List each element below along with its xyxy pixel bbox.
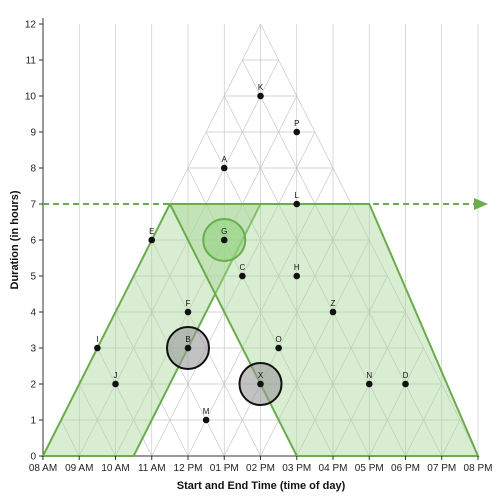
point-c [239,272,246,280]
point-label-z: Z [331,299,336,308]
x-tick-label: 12 PM [174,463,203,474]
point-label-e: E [149,227,154,236]
y-tick-label: 12 [25,20,37,31]
y-axis-title: Duration (in hours) [9,190,21,289]
point-x [257,380,264,388]
point-d [402,380,409,388]
x-tick-label: 11 AM [138,463,166,474]
x-tick-label: 03 PM [282,463,311,474]
grid-diagonal-up [151,131,316,457]
point-i [94,344,101,352]
point-label-j: J [114,371,118,380]
reference-arrow-head [474,198,488,210]
point-j [112,380,119,388]
grid-diagonal-up [441,419,461,457]
point-o [275,344,282,352]
y-tick-label: 9 [30,128,36,139]
point-label-d: D [403,371,409,380]
point-label-a: A [222,155,228,164]
x-tick-label: 07 PM [427,463,456,474]
point-g [220,236,228,244]
x-tick-label: 08 PM [464,463,493,474]
grid-diagonal-down [242,59,443,457]
point-label-k: K [258,83,264,92]
point-label-p: P [294,119,299,128]
point-label-f: F [186,299,191,308]
grid-diagonal-down [260,23,479,457]
point-label-o: O [276,335,282,344]
y-tick-label: 8 [30,164,36,175]
point-p [293,128,301,136]
x-tick-label: 10 AM [101,463,129,474]
y-tick-label: 11 [26,56,37,67]
x-tick-label: 02 PM [246,463,275,474]
y-tick-label: 6 [30,236,36,247]
grid-diagonal-down [60,419,80,457]
grid-diagonal-up [296,275,388,457]
point-m [202,416,210,424]
grid-diagonal-down [187,167,334,457]
point-h [293,272,301,280]
point-label-l: L [295,191,300,200]
y-tick-label: 4 [30,308,36,319]
y-tick-label: 1 [30,416,36,427]
grid-diagonal-down [223,95,406,457]
point-label-c: C [239,263,245,272]
grid-diagonal-up [368,347,424,457]
reference-line [43,198,488,210]
point-l [293,200,301,208]
point-label-n: N [366,371,372,380]
point-k [257,92,264,100]
x-axis-title: Start and End Time (time of day) [177,480,346,492]
point-b [184,344,192,352]
y-tick-label: 3 [30,344,36,355]
x-tick-label: 04 PM [319,463,348,474]
point-e [148,236,156,244]
point-n [365,380,373,388]
y-tick-label: 7 [30,200,36,211]
point-label-m: M [203,407,210,416]
y-tick-label: 2 [30,380,36,391]
grid-diagonal-down [205,131,370,457]
x-tick-label: 05 PM [355,463,384,474]
grid-diagonal-up [78,59,279,457]
grid-diagonal-down [78,383,116,457]
x-tick-label: 01 PM [210,463,239,474]
x-tick-label: 06 PM [391,463,420,474]
y-tick-label: 0 [30,452,36,463]
data-points: A B C D E F G H I J K L M N O P X Z [94,83,409,424]
x-tick-label: 08 AM [29,463,57,474]
point-label-i: I [96,335,98,344]
point-z [329,308,337,316]
point-label-b: B [185,335,190,344]
tick-labels: 08 AM 09 AM 10 AM 11 AM 12 PM 01 PM 02 PM 03 PM… [25,20,493,475]
y-tick-label: 10 [25,92,37,103]
grid-diagonal-down [115,311,189,457]
x-tick-label: 09 AM [65,463,93,474]
grid-diagonal-up [223,203,352,457]
y-tick-label: 5 [30,272,36,283]
point-label-x: X [258,371,264,380]
point-label-h: H [294,263,300,272]
point-label-g: G [221,227,227,236]
point-a [220,164,228,172]
point-f [184,308,192,316]
